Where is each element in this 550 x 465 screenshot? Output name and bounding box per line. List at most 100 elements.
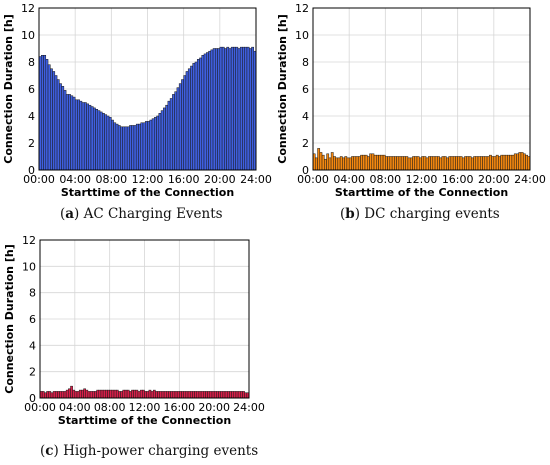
bar	[230, 46, 234, 171]
bar	[140, 122, 144, 171]
bar	[96, 389, 100, 399]
bar	[81, 389, 84, 399]
x-tick-label: 20:00	[478, 173, 510, 186]
bar	[403, 156, 406, 171]
bar	[88, 104, 92, 171]
bar	[154, 117, 157, 171]
bar	[228, 48, 232, 171]
x-axis-label: Starttime of the Connection	[335, 186, 508, 199]
bar	[516, 153, 519, 171]
bar	[364, 154, 368, 171]
bar	[172, 391, 176, 399]
bar	[45, 59, 49, 171]
bar	[87, 391, 91, 399]
bar	[500, 154, 504, 171]
bar	[439, 157, 443, 171]
bar	[152, 389, 156, 399]
bar	[353, 156, 357, 171]
bar	[218, 391, 221, 399]
bar	[159, 391, 163, 399]
y-tick-label: 12	[21, 2, 35, 15]
bar	[99, 111, 103, 171]
bar	[77, 99, 80, 171]
bar	[346, 157, 350, 171]
bar	[74, 391, 78, 399]
bar	[226, 391, 230, 399]
bar	[423, 156, 427, 171]
bar	[181, 391, 184, 399]
x-tick-label: 12:00	[132, 173, 164, 186]
bar	[233, 391, 237, 399]
bar	[525, 154, 528, 171]
bar	[47, 64, 51, 171]
x-tick-label: 12:00	[129, 401, 161, 414]
bar	[367, 156, 370, 171]
bar	[351, 156, 354, 171]
bar	[337, 157, 341, 171]
bar	[513, 153, 517, 171]
y-tick-label: 12	[22, 234, 36, 247]
bar	[369, 153, 373, 171]
x-tick-label: 00:00	[24, 401, 56, 414]
bar	[59, 391, 63, 399]
bar	[133, 125, 137, 171]
bar	[414, 156, 418, 171]
bar	[72, 96, 76, 171]
bar	[362, 154, 366, 171]
bar	[104, 114, 108, 171]
bar	[135, 123, 139, 171]
bar	[211, 391, 215, 399]
bar	[468, 156, 472, 171]
bar	[339, 156, 343, 171]
bar	[50, 68, 53, 171]
y-tick-label: 8	[28, 56, 35, 69]
bar	[418, 157, 422, 171]
bar	[199, 57, 203, 171]
bar	[126, 389, 130, 399]
x-tick-label: 24:00	[514, 173, 546, 186]
bar	[477, 156, 481, 171]
bar	[72, 389, 76, 399]
bar	[219, 46, 223, 171]
bar	[54, 391, 58, 399]
bar	[105, 389, 108, 399]
bar	[120, 126, 123, 171]
bar	[412, 156, 415, 171]
y-axis-label: Connection Duration [h]	[2, 14, 15, 163]
bar	[93, 107, 96, 171]
bar	[357, 156, 361, 171]
bar	[50, 392, 54, 399]
bar	[324, 158, 327, 171]
bar	[321, 154, 325, 171]
bar	[172, 94, 175, 171]
bar	[222, 391, 226, 399]
bar	[167, 100, 171, 171]
bar	[83, 388, 86, 399]
bar	[450, 156, 454, 171]
bar	[155, 391, 158, 399]
bar	[416, 156, 420, 171]
bar	[207, 391, 211, 399]
bar	[376, 154, 379, 171]
bar	[133, 389, 137, 399]
x-tick-label: 16:00	[163, 401, 195, 414]
bar	[129, 391, 132, 399]
bar	[491, 156, 495, 171]
y-tick-label: 10	[295, 29, 309, 42]
bar	[76, 391, 80, 399]
bar	[95, 109, 99, 171]
bar	[52, 71, 56, 171]
bar	[251, 46, 254, 171]
y-tick-label: 0	[302, 164, 309, 177]
panel-a: 0 2 4 6 8 10 12 00:00 04:00 08:00 12:00 16:00 20:00 2…	[2, 2, 272, 199]
bar	[150, 391, 154, 399]
y-tick-label: 10	[22, 260, 36, 273]
bar	[41, 55, 44, 171]
bar	[504, 154, 508, 171]
x-tick-label: 08:00	[369, 173, 401, 186]
bar	[111, 119, 114, 171]
bar	[328, 157, 332, 171]
caption-b: (b) DC charging events	[340, 206, 500, 222]
bar	[394, 156, 397, 171]
